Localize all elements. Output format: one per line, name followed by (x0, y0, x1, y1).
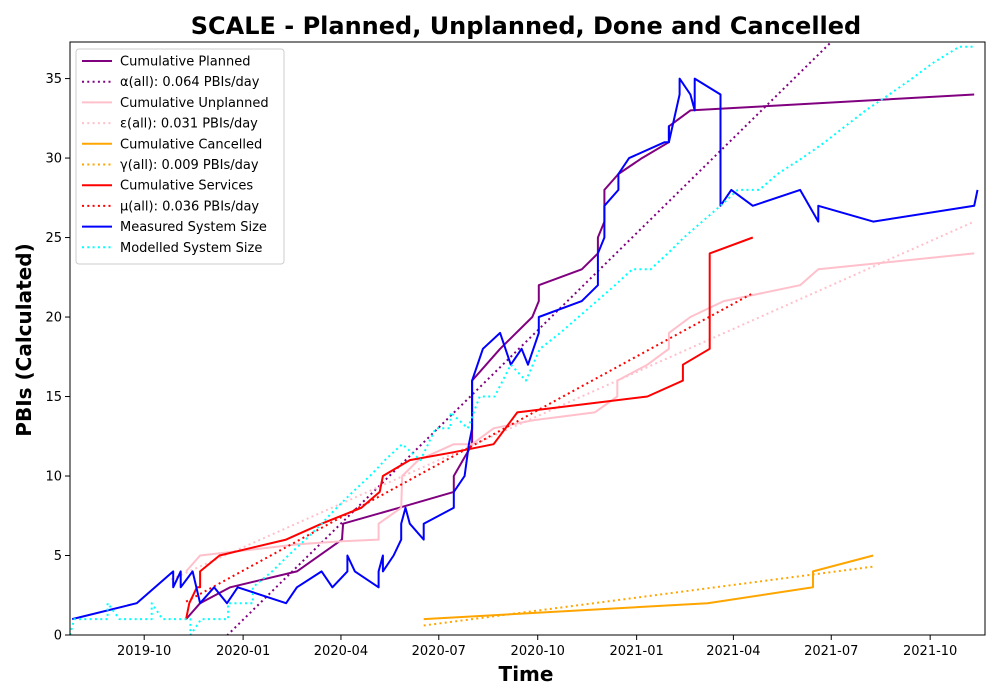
legend-entry: γ(all): 0.009 PBIs/day (120, 158, 259, 173)
x-tick-label: 2020-01 (216, 644, 270, 659)
series-line-all-0-009-pbis-day (423, 565, 874, 627)
series-line-measured-system-size (71, 77, 979, 621)
series-line-cumulative-planned (185, 93, 975, 620)
x-tick-label: 2021-10 (903, 644, 957, 659)
x-tick-label: 2020-10 (511, 644, 565, 659)
series-line-cumulative-services (185, 236, 754, 620)
y-tick-label: 10 (45, 470, 62, 485)
y-tick-label: 5 (54, 549, 62, 564)
x-axis-label: Time (499, 662, 554, 686)
series-group (70, 42, 979, 635)
x-tick-label: 2021-01 (609, 644, 663, 659)
legend-entry: Cumulative Services (120, 179, 253, 194)
legend-entry: Cumulative Planned (120, 55, 250, 70)
x-tick-label: 2021-07 (804, 644, 858, 659)
legend-entry: Cumulative Cancelled (120, 137, 262, 152)
x-tick-label: 2021-04 (706, 644, 760, 659)
y-tick-label: 30 (45, 152, 62, 167)
chart-title: SCALE - Planned, Unplanned, Done and Can… (191, 12, 861, 40)
y-tick-label: 20 (45, 311, 62, 326)
legend-entry: ε(all): 0.031 PBIs/day (120, 117, 258, 132)
legend: Cumulative Planned α(all): 0.064 PBIs/day… (75, 48, 285, 265)
legend-entry: μ(all): 0.036 PBIs/day (120, 199, 259, 214)
series-line-all-0-031-pbis-day (170, 220, 975, 581)
series-line-modelled-system-size (70, 45, 975, 635)
y-tick-label: 15 (45, 390, 62, 405)
x-tick-label: 2020-04 (314, 644, 368, 659)
y-tick-label: 0 (54, 629, 62, 644)
legend-entry: Measured System Size (120, 220, 267, 235)
y-axis-label: PBIs (Calculated) (12, 243, 36, 436)
y-tick-label: 35 (45, 72, 62, 87)
y-tick-label: 25 (45, 231, 62, 246)
legend-box (75, 48, 285, 265)
plot-area (70, 42, 979, 635)
legend-entry: α(all): 0.064 PBIs/day (120, 75, 260, 90)
series-line-cumulative-cancelled (423, 554, 874, 621)
legend-entry: Modelled System Size (120, 241, 262, 256)
axes: 2019-10 2020-01 2020-04 2020-07 2020-10 2021-… (45, 41, 986, 659)
x-tick-label: 2019-10 (117, 644, 171, 659)
x-tick-label: 2020-07 (412, 644, 466, 659)
series-line-all-0-036-pbis-day (185, 292, 754, 603)
legend-entry: Cumulative Unplanned (120, 96, 269, 111)
axes-frame (69, 41, 986, 636)
